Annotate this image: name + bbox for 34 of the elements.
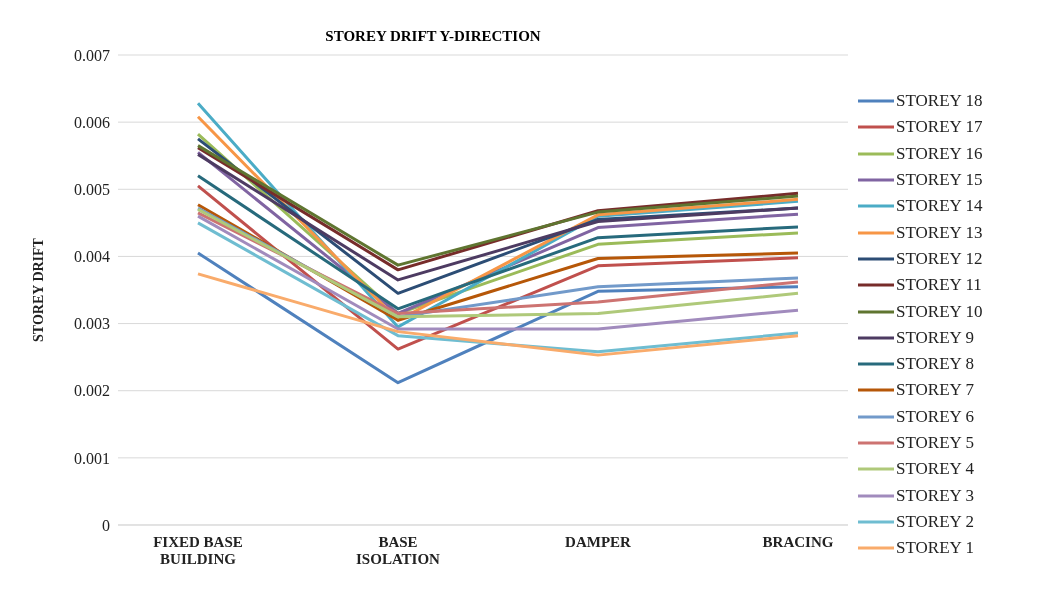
y-tick-label: 0 xyxy=(102,516,110,534)
y-axis-title: STOREY DRIFT xyxy=(30,237,46,342)
y-tick-label: 0.004 xyxy=(74,248,110,266)
legend-label: STOREY 10 xyxy=(896,301,983,322)
legend-label: STOREY 4 xyxy=(896,459,974,480)
x-tick-label: FIXED BASE BUILDING xyxy=(153,534,243,567)
y-tick-label: 0.006 xyxy=(74,113,110,131)
legend-label: STOREY 5 xyxy=(896,433,974,453)
y-tick-label: 0.005 xyxy=(74,180,110,198)
legend-label: STOREY 16 xyxy=(896,143,983,164)
legend-label: STOREY 17 xyxy=(896,117,983,138)
legend-label: STOREY 8 xyxy=(896,354,974,375)
line-series xyxy=(196,272,800,357)
x-tick-label: BASE ISOLATION xyxy=(356,534,441,567)
x-tick-label: BRACING xyxy=(762,534,834,550)
y-tick-label: 0.002 xyxy=(74,382,110,400)
y-tick-label: 0.007 xyxy=(74,46,110,64)
chart-title: STOREY DRIFT Y-DIRECTION xyxy=(324,28,542,45)
legend-label: STOREY 14 xyxy=(896,196,983,217)
legend-label: STOREY 2 xyxy=(896,511,974,532)
x-tick-label: DAMPER xyxy=(565,534,632,550)
legend-label: STOREY 15 xyxy=(896,170,983,191)
legend-label: STOREY 1 xyxy=(896,538,974,559)
legend-label: STOREY 11 xyxy=(896,275,982,296)
legend-label: STOREY 6 xyxy=(896,406,974,427)
legend-label: STOREY 12 xyxy=(896,248,983,269)
y-tick-label: 0.003 xyxy=(74,315,110,333)
legend-label: STOREY 13 xyxy=(896,222,983,243)
legend-label: STOREY 9 xyxy=(896,327,974,348)
y-tick-label: 0.001 xyxy=(74,449,110,467)
legend-label: STOREY 18 xyxy=(896,91,983,112)
legend-label: STOREY 3 xyxy=(896,485,974,506)
legend-label: STOREY 7 xyxy=(896,380,974,401)
line-series xyxy=(196,174,800,311)
